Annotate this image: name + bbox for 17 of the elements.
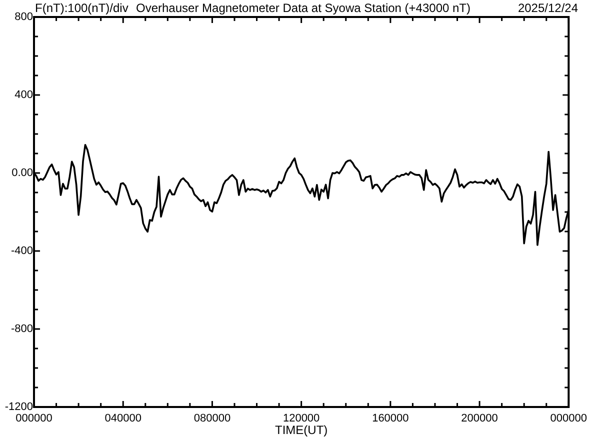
x-axis-title: TIME(UT) bbox=[274, 423, 328, 438]
x-tick-label: 000000 bbox=[550, 412, 588, 425]
text: 2025/12/24 bbox=[518, 1, 578, 15]
x-tick-label: 120000 bbox=[282, 412, 320, 425]
y-tick-label: 400 bbox=[14, 89, 33, 102]
y-tick-label: -800 bbox=[10, 323, 33, 336]
y-tick-label: -400 bbox=[10, 245, 33, 258]
x-tick-label: 160000 bbox=[372, 412, 409, 425]
x-tick-label: 000000 bbox=[16, 412, 52, 425]
y-tick-label: -1200 bbox=[4, 401, 33, 414]
x-tick-label: 080000 bbox=[194, 412, 231, 425]
x-tick-label: 040000 bbox=[104, 412, 142, 425]
x-tick-label: 200000 bbox=[461, 412, 498, 425]
chart-title: Overhauser Magnetometer Data at Syowa Station (+43000 nT) bbox=[136, 1, 471, 15]
y-tick-label: 0.00 bbox=[12, 167, 33, 180]
y-tick-label: 800 bbox=[14, 11, 33, 24]
y-axis-title: F(nT):100(nT)/div bbox=[35, 1, 128, 15]
